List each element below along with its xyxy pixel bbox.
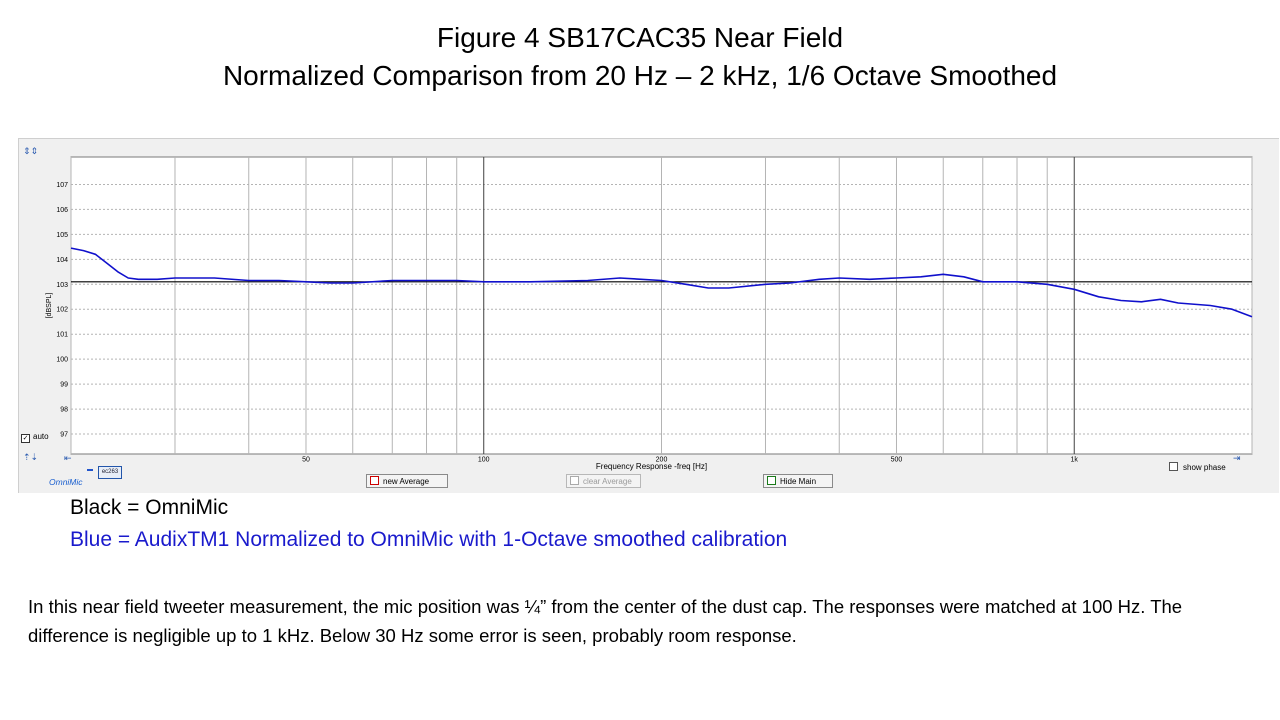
trace-color-swatch — [87, 469, 93, 471]
clear-average-button[interactable]: clear Average — [566, 474, 641, 488]
show-phase-box-icon — [1169, 462, 1178, 471]
hide-main-label: Hide Main — [780, 477, 817, 486]
x-tick-label: 50 — [302, 457, 310, 464]
y-tick-label: 100 — [56, 357, 68, 364]
show-phase-label: show phase — [1183, 463, 1226, 472]
y-tick-label: 106 — [56, 207, 68, 214]
x-tick-label: 200 — [656, 457, 668, 464]
scroll-arrows-icon[interactable]: ⇡⇣ — [23, 452, 39, 462]
description-paragraph: In this near field tweeter measurement, … — [28, 596, 1183, 646]
legend-omnimic: Black = OmniMic — [70, 496, 229, 519]
auto-checkbox[interactable]: ✓ auto — [21, 432, 49, 443]
average-icon — [370, 476, 379, 485]
auto-label: auto — [33, 432, 49, 441]
y-tick-label: 105 — [56, 232, 68, 239]
y-tick-label: 99 — [60, 382, 68, 389]
series-line-audixtm1 — [70, 247, 1253, 318]
y-tick-label: 102 — [56, 307, 68, 314]
pan-right-icon[interactable]: ⇥ — [1233, 453, 1241, 463]
zoom-up-icon[interactable]: ⇕⇕ — [23, 146, 39, 156]
y-tick-label: 101 — [56, 332, 68, 339]
hide-main-icon — [767, 476, 776, 485]
new-average-label: new Average — [383, 477, 430, 486]
new-average-button[interactable]: new Average — [366, 474, 448, 488]
y-tick-label: 97 — [60, 432, 68, 439]
show-phase-checkbox[interactable]: show phase — [1169, 462, 1226, 473]
clear-average-label: clear Average — [583, 477, 632, 486]
trace-tag[interactable]: ec263 — [98, 466, 122, 479]
frequency-response-chart: 97 98 99 100 101 102 103 104 105 106 107 50 100 200 50… — [46, 156, 1253, 471]
legend-audix: Blue = AudixTM1 Normalized to OmniMic wi… — [70, 528, 788, 551]
y-tick-label: 103 — [56, 282, 68, 289]
clear-icon — [570, 476, 579, 485]
omnimic-chart-panel: 97 98 99 100 101 102 103 104 105 106 107 50 100 200 50… — [18, 138, 1279, 493]
y-axis-label: [dBSPL] — [46, 293, 53, 319]
x-tick-label: 1k — [1071, 457, 1079, 464]
x-axis-label: Frequency Response -freq [Hz] — [596, 462, 707, 471]
hide-main-button[interactable]: Hide Main — [763, 474, 833, 488]
figure-title: Figure 4 SB17CAC35 Near Field — [436, 22, 844, 53]
y-tick-label: 107 — [56, 182, 68, 189]
omnimic-logo: OmniMic — [49, 477, 83, 487]
y-tick-label: 104 — [56, 257, 68, 264]
figure-subtitle: Normalized Comparison from 20 Hz – 2 kHz… — [222, 60, 1058, 91]
x-tick-label: 500 — [891, 457, 903, 464]
x-tick-label: 100 — [478, 457, 490, 464]
auto-check-icon: ✓ — [21, 434, 30, 443]
pan-left-icon[interactable]: ⇤ — [64, 453, 72, 463]
y-tick-label: 98 — [60, 407, 68, 414]
